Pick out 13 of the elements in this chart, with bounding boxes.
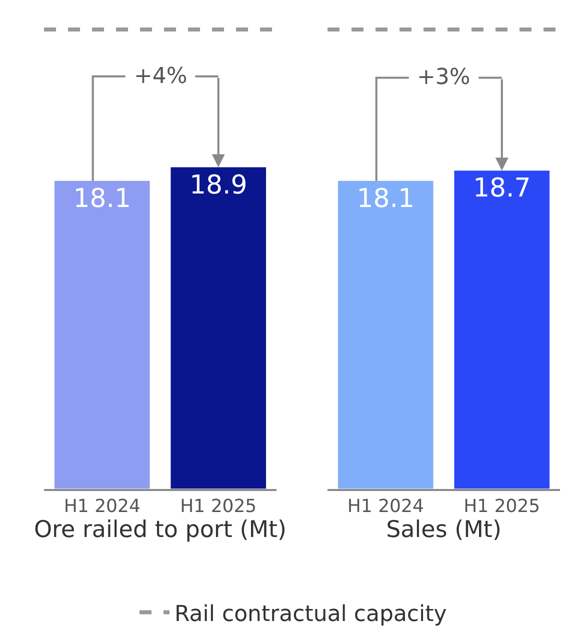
x-tick-label: H1 2024: [347, 496, 424, 518]
x-tick-label: H1 2024: [64, 496, 140, 518]
x-axis-title: Sales (Mt): [386, 517, 502, 544]
x-axis-title: Ore railed to port (Mt): [34, 517, 287, 544]
text: +4%: [134, 64, 188, 89]
text: +3%: [417, 65, 470, 90]
legend-label: Rail contractual capacity: [174, 602, 447, 627]
data-label: 18.9: [189, 170, 248, 200]
data-label: 18.7: [472, 174, 531, 204]
data-label: 18.1: [356, 184, 415, 214]
x-tick-label: H1 2025: [464, 496, 540, 518]
data-label: 18.1: [73, 184, 132, 214]
x-tick-label: H1 2025: [180, 496, 257, 518]
